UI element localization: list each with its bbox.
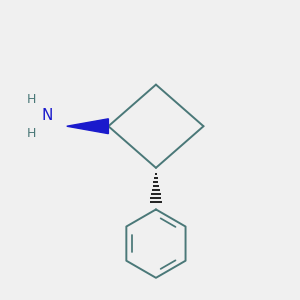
Text: N: N [42, 108, 53, 123]
Text: H: H [26, 127, 36, 140]
Text: H: H [26, 93, 36, 106]
Polygon shape [67, 119, 108, 134]
